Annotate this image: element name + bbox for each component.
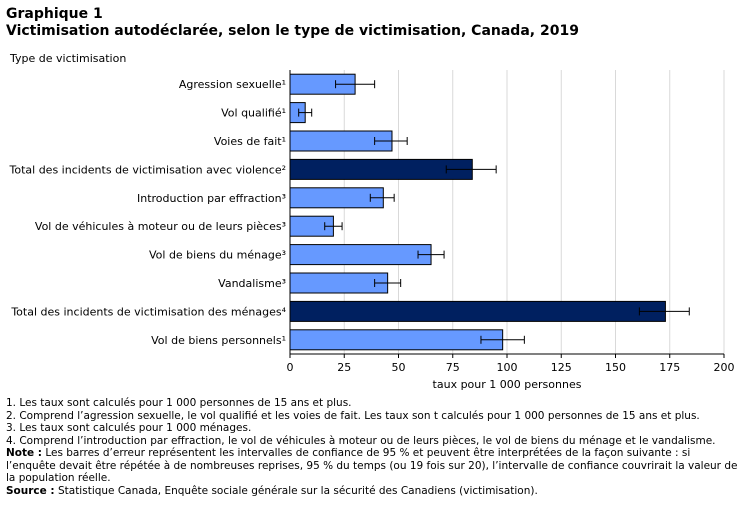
category-label: Vol de biens personnels¹ — [151, 334, 286, 347]
footnote-3: 3. Les taux sont calculés pour 1 000 mén… — [6, 422, 252, 434]
x-tick-label: 0 — [287, 361, 294, 374]
bar — [289, 158, 473, 180]
source-text: Statistique Canada, Enquête sociale géné… — [54, 484, 538, 497]
footnote-1: 1. Les taux sont calculés pour 1 000 per… — [6, 397, 352, 409]
x-tick-label: 125 — [551, 361, 572, 374]
category-label: Agression sexuelle¹ — [179, 78, 286, 91]
category-label: Total des incidents de victimisation ave… — [9, 163, 286, 176]
chart-heading: Victimisation autodéclarée, selon le typ… — [6, 23, 579, 39]
x-tick-label: 25 — [337, 361, 351, 374]
x-tick-label: 75 — [446, 361, 460, 374]
category-label: Introduction par effraction³ — [137, 192, 286, 205]
bar — [289, 244, 432, 266]
category-label: Vol de biens du ménage³ — [149, 249, 286, 262]
bar — [289, 329, 504, 351]
category-label: Total des incidents de victimisation des… — [10, 305, 286, 318]
category-label: Voies de fait¹ — [214, 135, 286, 148]
category-label: Vol qualifié¹ — [221, 107, 286, 120]
chart-number: Graphique 1 — [6, 6, 103, 22]
chart-title: Graphique 1 Victimisation autodéclarée, … — [6, 6, 579, 40]
x-tick-label: 100 — [497, 361, 518, 374]
note-label: Note : — [6, 447, 42, 459]
category-label: Vandalisme³ — [218, 277, 286, 290]
x-axis-title: taux pour 1 000 personnes — [432, 378, 582, 391]
source-label: Source : — [6, 484, 55, 497]
source: Source : Statistique Canada, Enquête soc… — [6, 485, 742, 498]
bar — [289, 187, 384, 209]
footnote-2: 2. Comprend l’agression sexuelle, le vol… — [6, 409, 700, 422]
x-tick-label: 200 — [714, 361, 735, 374]
note: Note : Les barres d’erreur représentent … — [6, 447, 742, 485]
footnote-4: 4. Comprend l’introduction par effractio… — [6, 434, 716, 447]
y-axis-title: Type de victimisation — [10, 52, 127, 65]
x-tick-label: 50 — [392, 361, 406, 374]
category-label: Vol de véhicules à moteur ou de leurs pi… — [35, 220, 286, 233]
x-tick-label: 175 — [659, 361, 680, 374]
bar — [289, 300, 666, 322]
footnotes: 1. Les taux sont calculés pour 1 000 per… — [6, 397, 742, 497]
x-tick-label: 150 — [605, 361, 626, 374]
bar — [289, 272, 389, 294]
bar-chart: Agression sexuelle¹ Vol qualifié¹ Voies de… — [9, 70, 735, 374]
note-text: Les barres d’erreur représentent les int… — [6, 447, 738, 484]
